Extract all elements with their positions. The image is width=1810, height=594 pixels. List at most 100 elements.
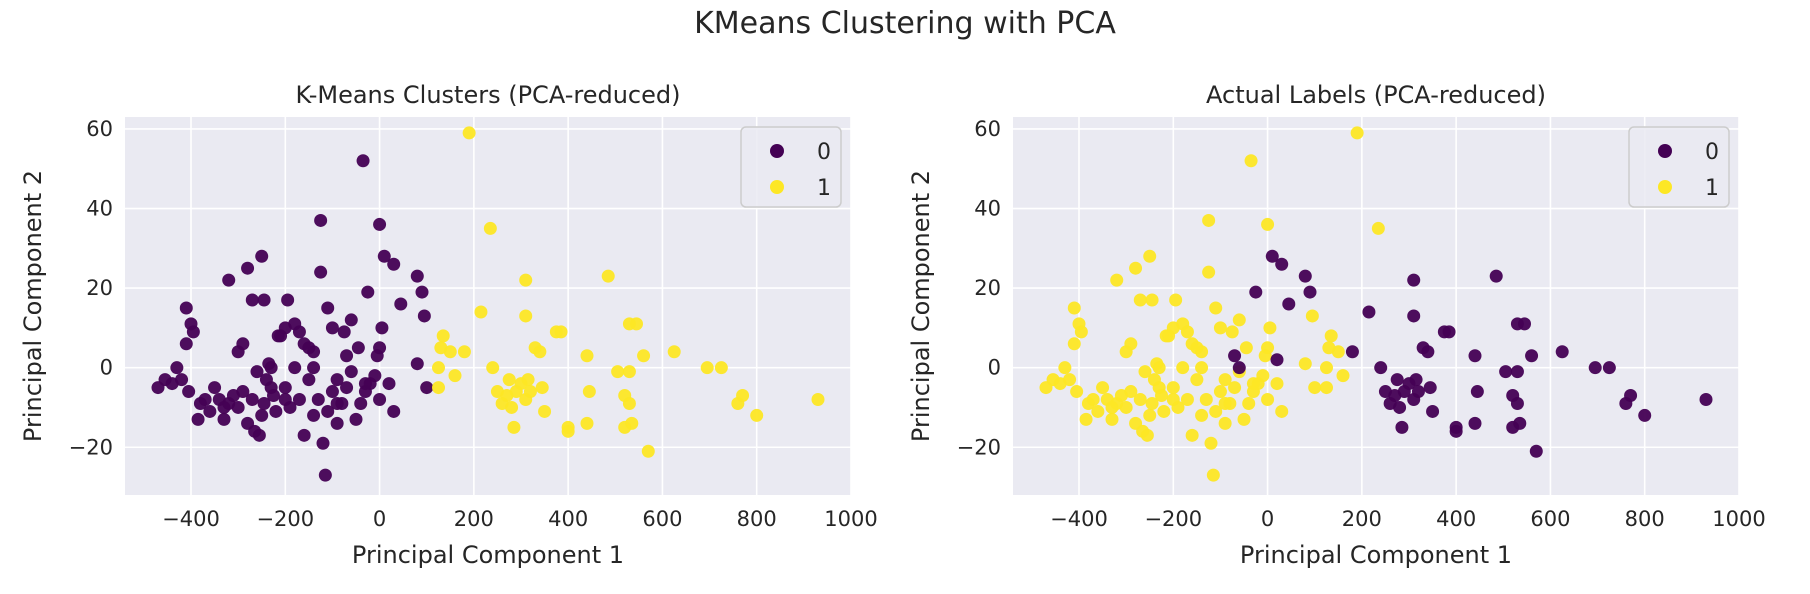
- data-point-class-0: [1426, 404, 1440, 418]
- data-point-class-0: [330, 373, 344, 387]
- data-point-class-1: [434, 341, 448, 355]
- data-point-class-1: [1263, 321, 1277, 335]
- data-point-class-0: [330, 416, 344, 430]
- data-point-class-1: [1275, 404, 1289, 418]
- y-tick-label: 0: [988, 356, 1001, 380]
- data-point-class-0: [1468, 349, 1482, 363]
- data-point-class-1: [1199, 393, 1213, 407]
- data-point-class-1: [1145, 396, 1159, 410]
- data-point-class-1: [1143, 408, 1157, 422]
- data-point-class-0: [1411, 385, 1425, 399]
- data-point-class-0: [1421, 345, 1435, 359]
- data-point-class-1: [432, 381, 445, 395]
- data-point-class-1: [1218, 373, 1232, 387]
- x-tick-label: 800: [737, 507, 777, 531]
- data-point-class-1: [1180, 393, 1194, 407]
- data-point-class-0: [170, 361, 184, 375]
- data-point-class-0: [297, 428, 311, 442]
- data-point-class-0: [245, 293, 259, 307]
- data-point-class-0: [1510, 396, 1524, 410]
- data-point-class-1: [641, 444, 655, 458]
- data-point-class-0: [1529, 444, 1543, 458]
- data-point-class-1: [1244, 154, 1258, 168]
- data-point-class-0: [198, 393, 212, 407]
- x-axis-label: Principal Component 1: [1240, 541, 1512, 569]
- data-point-class-1: [561, 424, 575, 438]
- data-point-class-0: [1470, 385, 1484, 399]
- data-point-class-0: [410, 269, 424, 283]
- data-point-class-1: [1129, 261, 1143, 275]
- data-point-class-0: [1513, 416, 1527, 430]
- data-point-class-0: [292, 393, 306, 407]
- data-point-class-0: [252, 428, 266, 442]
- data-point-class-1: [1261, 217, 1275, 231]
- data-point-class-1: [1180, 325, 1194, 339]
- data-point-class-0: [349, 412, 363, 426]
- data-point-class-1: [533, 345, 547, 359]
- plot-area: [125, 117, 851, 495]
- data-point-class-1: [580, 349, 594, 363]
- data-point-class-0: [361, 285, 375, 299]
- data-point-class-1: [1209, 404, 1223, 418]
- data-point-class-0: [370, 349, 384, 363]
- legend-marker-1: [1658, 180, 1672, 194]
- data-point-class-0: [344, 313, 358, 327]
- x-tick-label: 0: [1261, 507, 1274, 531]
- x-tick-label: 200: [1342, 507, 1382, 531]
- data-point-class-1: [1133, 293, 1147, 307]
- data-point-class-0: [321, 404, 335, 418]
- y-tick-label: 60: [974, 117, 1001, 141]
- data-point-class-1: [700, 361, 714, 375]
- data-point-class-1: [1138, 365, 1152, 379]
- data-point-class-0: [175, 373, 189, 387]
- data-point-class-1: [1096, 381, 1110, 395]
- data-point-class-1: [432, 361, 445, 375]
- data-point-class-1: [1124, 385, 1138, 399]
- y-tick-label: 40: [86, 197, 113, 221]
- data-point-class-0: [394, 297, 408, 311]
- data-point-class-0: [344, 365, 358, 379]
- data-point-class-1: [1124, 337, 1138, 351]
- data-point-class-1: [1166, 393, 1180, 407]
- data-point-class-0: [356, 154, 370, 168]
- data-point-class-0: [1409, 373, 1423, 387]
- chart-title: K-Means Clusters (PCA-reduced): [296, 81, 681, 109]
- data-point-class-0: [1303, 285, 1317, 299]
- data-point-class-0: [1499, 365, 1513, 379]
- y-tick-label: 20: [86, 276, 113, 300]
- y-axis-label: Principal Component 2: [907, 170, 935, 442]
- y-tick-label: 40: [974, 197, 1001, 221]
- data-point-class-0: [1602, 361, 1616, 375]
- data-point-class-1: [622, 365, 636, 379]
- data-point-class-1: [502, 373, 516, 387]
- x-axis-label: Principal Component 1: [352, 541, 624, 569]
- data-point-class-1: [1058, 361, 1072, 375]
- y-tick-label: −20: [69, 435, 113, 459]
- data-point-class-1: [1145, 293, 1159, 307]
- data-point-class-0: [1232, 361, 1246, 375]
- data-point-class-1: [667, 345, 681, 359]
- data-point-class-0: [325, 321, 339, 335]
- data-point-class-0: [1275, 257, 1289, 271]
- data-point-class-1: [736, 389, 750, 403]
- data-point-class-1: [1185, 428, 1199, 442]
- data-point-class-1: [1320, 361, 1333, 375]
- data-point-class-1: [1202, 213, 1216, 227]
- data-point-class-1: [535, 381, 549, 395]
- data-point-class-0: [186, 325, 200, 339]
- data-point-class-1: [1298, 357, 1312, 371]
- data-point-class-1: [1195, 408, 1209, 422]
- data-point-class-0: [354, 396, 368, 410]
- chart-kmeans-clusters: −400 −200 0 200 400 600 800 1000−200204060K-Mea…: [19, 81, 878, 569]
- data-point-class-1: [1258, 349, 1272, 363]
- data-point-class-1: [474, 305, 488, 319]
- data-point-class-0: [377, 249, 391, 263]
- data-point-class-0: [410, 357, 424, 371]
- data-point-class-0: [382, 377, 396, 391]
- data-point-class-0: [236, 337, 250, 351]
- data-point-class-1: [637, 349, 651, 363]
- data-point-class-0: [203, 404, 217, 418]
- data-point-class-0: [330, 396, 344, 410]
- data-point-class-1: [1213, 321, 1227, 335]
- data-point-class-1: [580, 416, 594, 430]
